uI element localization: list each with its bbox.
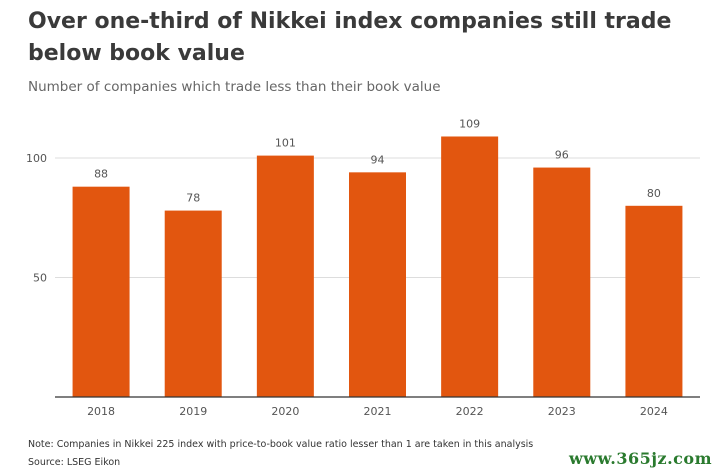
data-label: 101 <box>275 137 296 150</box>
y-tick-label: 50 <box>33 272 47 285</box>
bar <box>349 172 406 397</box>
bar <box>625 205 683 397</box>
bar <box>164 210 222 397</box>
bar <box>256 155 314 397</box>
watermark: www.365jz.com <box>565 449 716 468</box>
x-tick-label: 2018 <box>87 405 115 418</box>
y-tick-label: 100 <box>26 152 47 165</box>
chart-source: Source: LSEG Eikon <box>28 457 121 468</box>
x-tick-label: 2024 <box>640 405 668 418</box>
data-label: 80 <box>647 187 661 200</box>
chart-subtitle: Number of companies which trade less tha… <box>28 79 441 95</box>
bar <box>441 136 499 398</box>
chart-note: Note: Companies in Nikkei 225 index with… <box>28 439 534 450</box>
bar <box>72 186 130 397</box>
data-label: 88 <box>94 168 108 181</box>
bar <box>533 167 591 397</box>
x-tick-label: 2023 <box>548 405 576 418</box>
data-label: 94 <box>371 153 385 166</box>
x-tick-label: 2020 <box>271 405 299 418</box>
data-label: 78 <box>186 192 200 205</box>
data-label: 96 <box>555 149 569 162</box>
chart-title: Over one-third of Nikkei index companies… <box>28 9 672 66</box>
x-tick-label: 2021 <box>364 405 392 418</box>
x-tick-label: 2022 <box>456 405 484 418</box>
data-label: 109 <box>459 117 480 130</box>
x-tick-label: 2019 <box>179 405 207 418</box>
bar-chart: 50 100 88 2018 78 2019 101 2020 94 2021 109 2022 96 2… <box>26 117 700 418</box>
